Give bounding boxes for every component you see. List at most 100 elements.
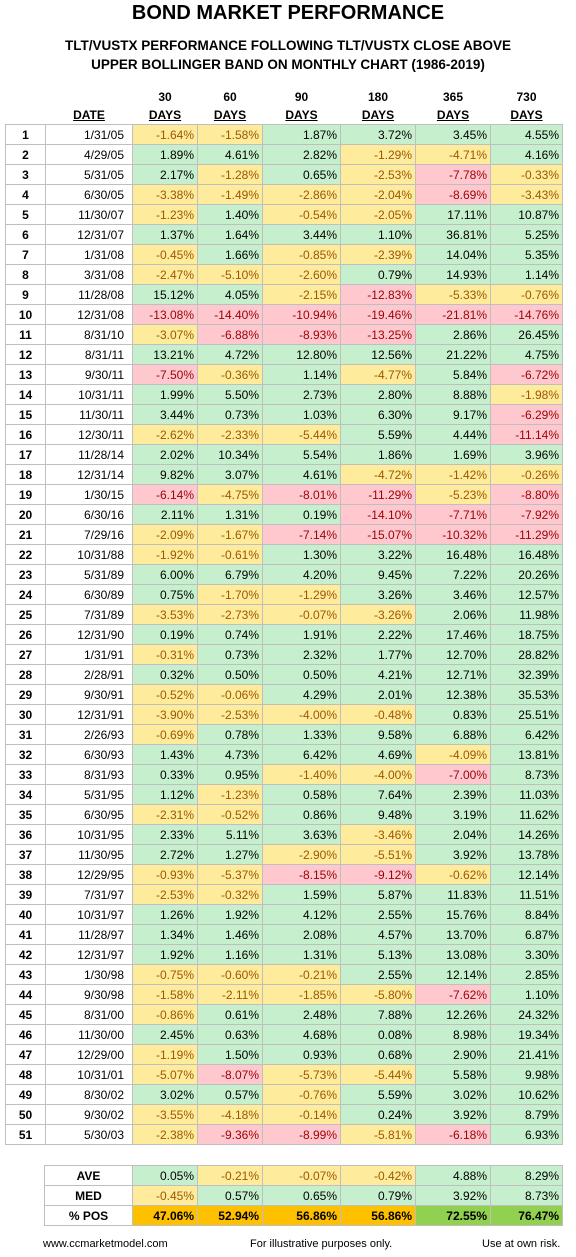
date-cell: 8/30/02 <box>45 1084 133 1105</box>
row-index: 15 <box>5 404 46 425</box>
return-cell: 0.86% <box>262 804 341 825</box>
data-row: 15 11/30/11 3.44% 0.73% 1.03% 6.30% 9.17% -6.29… <box>5 404 563 425</box>
data-row: 35 6/30/95 -2.31% -0.52% 0.86% 9.48% 3.19% 11.6… <box>5 804 563 825</box>
row-index: 20 <box>5 504 46 525</box>
return-cell: 1.27% <box>197 844 263 865</box>
return-cell: -3.43% <box>490 184 563 205</box>
summary-cell: -0.42% <box>340 1165 416 1186</box>
return-cell: -15.07% <box>340 524 416 545</box>
return-cell: -7.14% <box>262 524 341 545</box>
return-cell: -2.62% <box>132 424 198 445</box>
return-cell: 1.40% <box>197 204 263 225</box>
return-cell: -1.67% <box>197 524 263 545</box>
return-cell: 5.50% <box>197 384 263 405</box>
row-index: 48 <box>5 1064 46 1085</box>
return-cell: 6.93% <box>490 1124 563 1145</box>
date-cell: 6/30/89 <box>45 584 133 605</box>
return-cell: -3.38% <box>132 184 198 205</box>
return-cell: 12.71% <box>415 664 491 685</box>
return-cell: -2.53% <box>132 884 198 905</box>
return-cell: 1.89% <box>132 144 198 165</box>
row-index: 10 <box>5 304 46 325</box>
data-row: 46 11/30/00 2.45% 0.63% 4.68% 0.08% 8.98% 19.34… <box>5 1024 563 1045</box>
data-row: 47 12/29/00 -1.19% 1.50% 0.93% 0.68% 2.90% 21.4… <box>5 1044 563 1065</box>
date-cell: 11/30/07 <box>45 204 133 225</box>
return-cell: -0.52% <box>132 684 198 705</box>
row-index: 42 <box>5 944 46 965</box>
row-index: 24 <box>5 584 46 605</box>
return-cell: 0.65% <box>262 164 341 185</box>
date-cell: 12/30/11 <box>45 424 133 445</box>
return-cell: 1.14% <box>262 364 341 385</box>
date-cell: 6/30/95 <box>45 804 133 825</box>
summary-cell: -0.45% <box>132 1185 198 1206</box>
return-cell: 3.46% <box>415 584 491 605</box>
return-cell: -1.98% <box>490 384 563 405</box>
date-cell: 10/31/11 <box>45 384 133 405</box>
row-index: 47 <box>5 1044 46 1065</box>
date-cell: 11/30/00 <box>45 1024 133 1045</box>
date-cell: 9/30/02 <box>45 1104 133 1125</box>
summary-cell: 76.47% <box>490 1205 563 1226</box>
return-cell: 11.98% <box>490 604 563 625</box>
return-cell: 2.55% <box>340 904 416 925</box>
return-cell: -1.29% <box>340 144 416 165</box>
return-cell: 5.87% <box>340 884 416 905</box>
return-cell: -2.86% <box>262 184 341 205</box>
date-cell: 1/31/91 <box>45 644 133 665</box>
summary-label: AVE <box>44 1165 133 1186</box>
row-index: 29 <box>5 684 46 705</box>
data-row: 42 12/31/97 1.92% 1.16% 1.31% 5.13% 13.08% 3.30… <box>5 944 563 965</box>
date-cell: 12/31/14 <box>45 464 133 485</box>
return-cell: 36.81% <box>415 224 491 245</box>
return-cell: 10.87% <box>490 204 563 225</box>
return-cell: 1.87% <box>262 124 341 145</box>
return-cell: 4.68% <box>262 1024 341 1045</box>
footer-note: For illustrative purposes only. <box>250 1238 393 1250</box>
summary-cell: 47.06% <box>132 1205 198 1226</box>
column-unit: DAYS <box>213 108 247 122</box>
data-row: 25 7/31/89 -3.53% -2.73% -0.07% -3.26% 2.06% 11… <box>5 604 563 625</box>
return-cell: 14.93% <box>415 264 491 285</box>
data-row: 24 6/30/89 0.75% -1.70% -1.29% 3.26% 3.46% 12.5… <box>5 584 563 605</box>
return-cell: 8.88% <box>415 384 491 405</box>
return-cell: 6.87% <box>490 924 563 945</box>
return-cell: 0.32% <box>132 664 198 685</box>
return-cell: 3.07% <box>197 464 263 485</box>
row-index: 16 <box>5 424 46 445</box>
return-cell: 9.45% <box>340 564 416 585</box>
summary-row: MED -0.45% 0.57% 0.65% 0.79% 3.92% 8.73% <box>44 1185 563 1206</box>
date-cell: 10/31/97 <box>45 904 133 925</box>
date-cell: 9/30/98 <box>45 984 133 1005</box>
return-cell: 3.02% <box>132 1084 198 1105</box>
row-index: 12 <box>5 344 46 365</box>
return-cell: -8.99% <box>262 1124 341 1145</box>
return-cell: 4.44% <box>415 424 491 445</box>
return-cell: 17.46% <box>415 624 491 645</box>
summary-cell: 8.29% <box>490 1165 563 1186</box>
return-cell: -14.40% <box>197 304 263 325</box>
footer-risk: Use at own risk. <box>482 1238 561 1250</box>
date-cell: 6/30/16 <box>45 504 133 525</box>
data-row: 37 11/30/95 2.72% 1.27% -2.90% -5.51% 3.92% 13.… <box>5 844 563 865</box>
row-index: 41 <box>5 924 46 945</box>
return-cell: 2.72% <box>132 844 198 865</box>
data-row: 14 10/31/11 1.99% 5.50% 2.73% 2.80% 8.88% -1.98… <box>5 384 563 405</box>
return-cell: 0.58% <box>262 784 341 805</box>
return-cell: -4.00% <box>262 704 341 725</box>
return-cell: 4.73% <box>197 744 263 765</box>
date-cell: 6/30/93 <box>45 744 133 765</box>
return-cell: 5.25% <box>490 224 563 245</box>
summary-cell: 4.88% <box>415 1165 491 1186</box>
return-cell: -2.09% <box>132 524 198 545</box>
column-unit: DAYS <box>361 108 395 122</box>
return-cell: 3.96% <box>490 444 563 465</box>
header-row: DATE DAYS DAYS DAYS DAYS DAYS DAYS <box>6 106 563 125</box>
return-cell: 2.06% <box>415 604 491 625</box>
return-cell: -2.47% <box>132 264 198 285</box>
return-cell: -1.70% <box>197 584 263 605</box>
return-cell: 1.64% <box>197 224 263 245</box>
row-index: 36 <box>5 824 46 845</box>
date-cell: 12/31/97 <box>45 944 133 965</box>
return-cell: -2.05% <box>340 204 416 225</box>
